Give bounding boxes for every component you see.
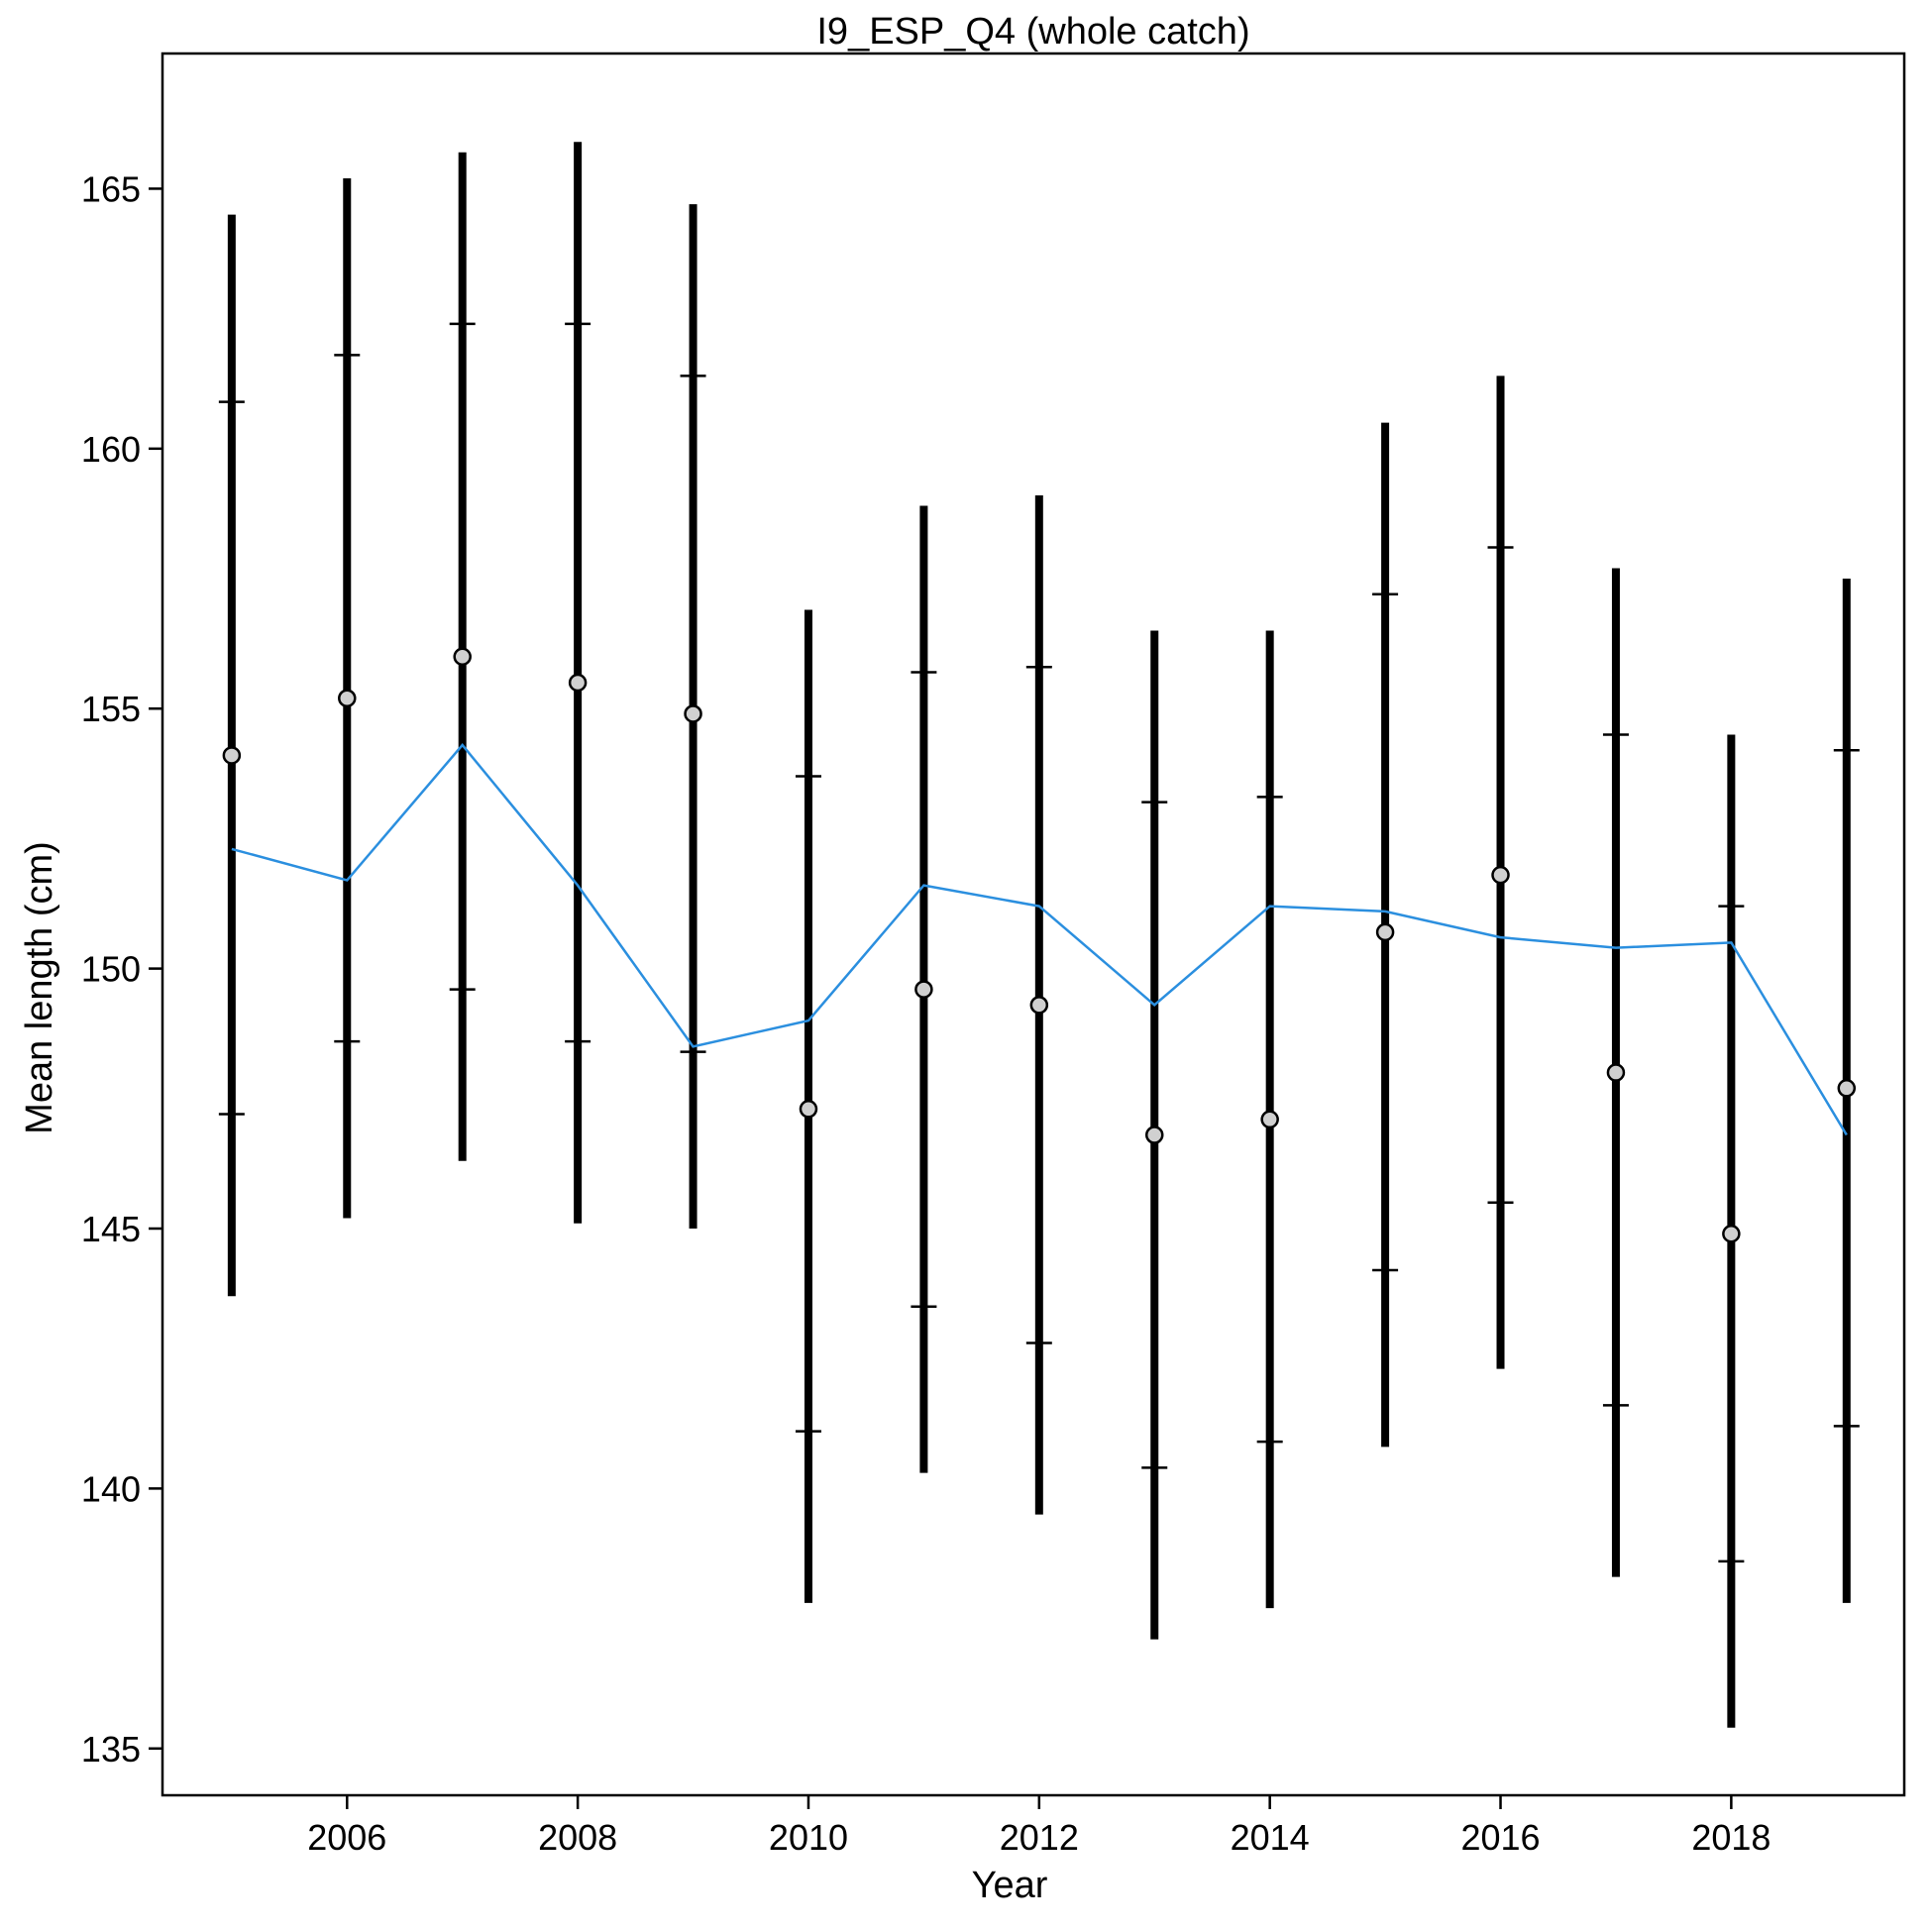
x-tick-label: 2010 — [769, 1817, 848, 1858]
mean-point — [914, 980, 933, 999]
y-tick-label: 160 — [81, 429, 141, 470]
mean-point — [568, 673, 588, 693]
x-tick-label: 2006 — [307, 1817, 386, 1858]
y-axis: 135 140 145 150 155 160 165 — [81, 168, 162, 1770]
mean-point — [338, 689, 357, 707]
y-tick-label: 145 — [81, 1209, 141, 1249]
mean-point — [1722, 1224, 1741, 1243]
mean-point — [1491, 865, 1510, 885]
x-tick-label: 2012 — [1000, 1817, 1079, 1858]
mean-point — [799, 1100, 818, 1119]
mean-point — [222, 746, 242, 765]
y-tick-label: 150 — [81, 949, 141, 990]
mean-point — [1606, 1063, 1626, 1082]
y-tick-label: 140 — [81, 1468, 141, 1509]
x-axis: 2006 2008 2010 2012 2014 2016 2018 — [307, 1795, 1771, 1858]
mean-point — [453, 647, 472, 666]
x-axis-label: Year — [972, 1865, 1048, 1906]
mean-point — [684, 704, 702, 723]
mean-point — [1144, 1126, 1164, 1144]
plot-frame — [161, 52, 1906, 1797]
mean-point — [1375, 922, 1395, 942]
y-tick-label: 135 — [81, 1729, 141, 1770]
y-tick-label: 155 — [81, 689, 141, 729]
mean-point — [1260, 1110, 1279, 1129]
mean-point — [1029, 996, 1049, 1015]
trend-line — [231, 743, 1848, 1136]
x-tick-label: 2018 — [1691, 1817, 1771, 1858]
y-axis-label: Mean length (cm) — [19, 841, 60, 1134]
chart-title: I9_ESP_Q4 (whole catch) — [816, 11, 1249, 53]
x-tick-label: 2016 — [1460, 1817, 1540, 1858]
x-tick-label: 2014 — [1231, 1817, 1310, 1858]
y-tick-label: 165 — [81, 168, 141, 209]
x-tick-label: 2008 — [538, 1817, 617, 1858]
mean-point — [1837, 1079, 1857, 1098]
series-layer — [218, 142, 1860, 1728]
